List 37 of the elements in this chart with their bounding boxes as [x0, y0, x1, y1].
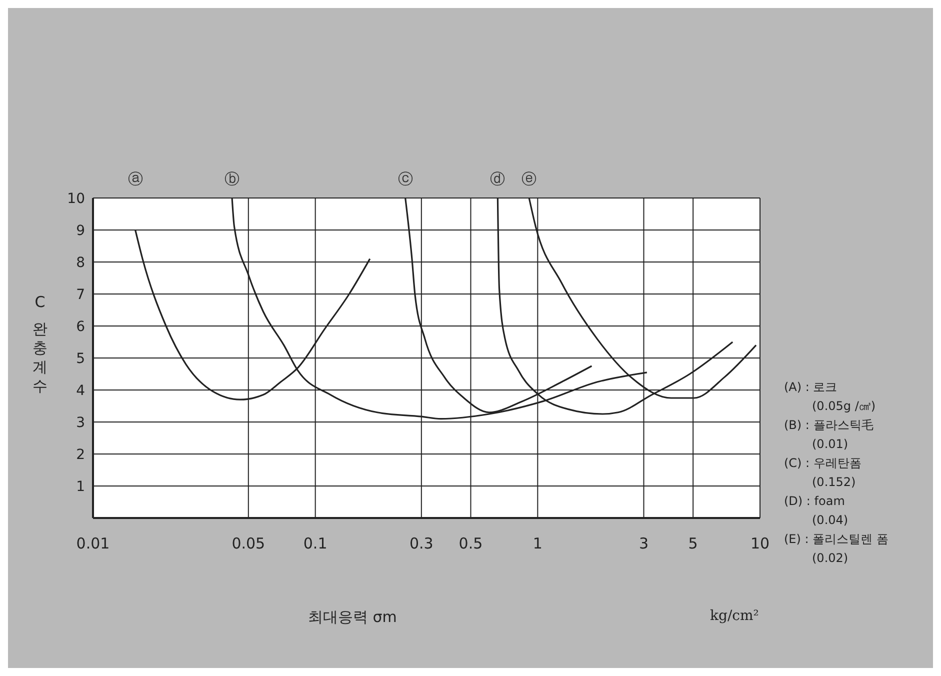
text: ⓐ — [128, 170, 143, 188]
y-tick-label: 7 — [76, 286, 85, 303]
y-tick-label: 2 — [76, 446, 85, 463]
y-tick-label: 10 — [67, 190, 85, 207]
series-label: ⓒ — [398, 170, 413, 188]
y-axis-title: C 완충계수 — [32, 293, 48, 396]
y-tick-label: 9 — [76, 222, 85, 239]
y-tick-label: 1 — [76, 478, 85, 495]
series-label: ⓓ — [490, 170, 506, 188]
x-tick-label: 0.05 — [232, 534, 266, 553]
text: (C) : 우레탄폼 — [784, 455, 862, 472]
text: (B) : 플라스틱毛 — [784, 417, 874, 434]
text: (0.04) — [811, 512, 850, 529]
y-tick-label: 3 — [76, 414, 85, 431]
x-tick-label: 0.1 — [303, 534, 328, 553]
text: (0.01) — [811, 436, 850, 453]
text: (D) : foam — [784, 493, 846, 510]
text: (0.05g /㎤) — [811, 398, 877, 415]
y-tick-label: 4 — [76, 382, 86, 399]
x-tick-label: 0.5 — [458, 534, 483, 553]
y-tick-label: 6 — [76, 318, 86, 335]
x-axis-title: 최대응력 σm — [308, 608, 397, 627]
x-tick-label: 3 — [638, 534, 649, 553]
x-tick-label: 0.01 — [76, 534, 110, 553]
text: kg/cm² — [710, 608, 759, 624]
text: (0.02) — [811, 550, 850, 567]
y-tick-label: 5 — [76, 350, 85, 367]
text: (0.152) — [811, 474, 857, 491]
series-label: ⓔ — [522, 170, 537, 188]
x-tick-label: 1 — [532, 534, 542, 553]
text: (A) : 로크 — [784, 379, 838, 396]
x-tick-label: 10 — [750, 534, 770, 553]
series-label: ⓑ — [224, 170, 240, 188]
text: (E) : 폴리스틸렌 폼 — [784, 531, 888, 548]
x-tick-label: 0.3 — [409, 534, 434, 553]
y-tick-label: 8 — [76, 254, 85, 271]
x-tick-label: 5 — [688, 534, 698, 553]
